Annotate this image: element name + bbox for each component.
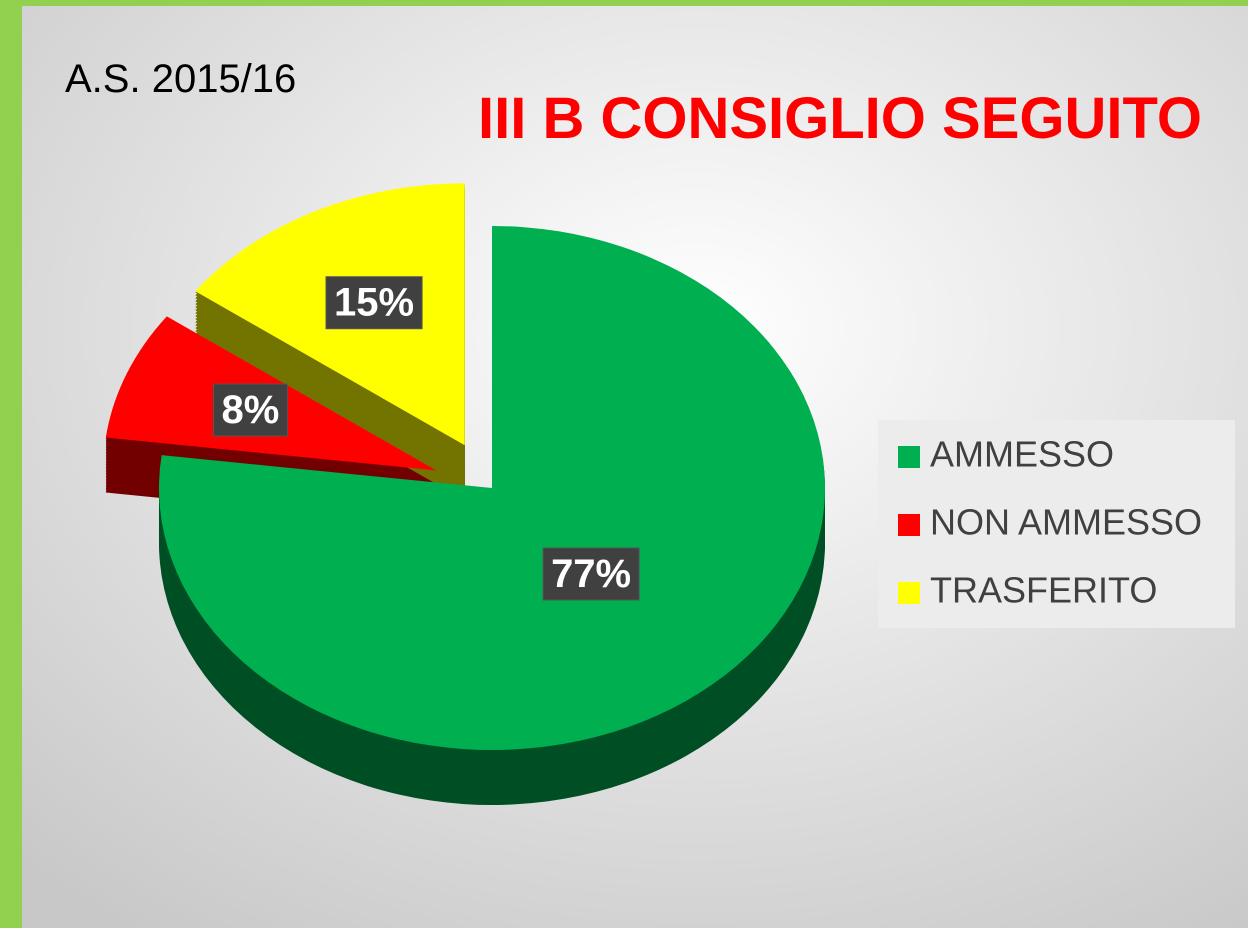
data-label: 15% <box>334 281 414 325</box>
slice <box>158 226 825 751</box>
legend-label: AMMESSO <box>930 434 1114 475</box>
pie: 77% 8% 15% <box>105 183 826 805</box>
legend-box <box>878 420 1235 628</box>
legend-label: TRASFERITO <box>930 570 1157 611</box>
data-label-box <box>213 383 288 437</box>
data-label-box <box>325 276 423 330</box>
data-label: 77% <box>551 552 631 596</box>
data-label-box <box>542 547 640 601</box>
legend-swatch <box>898 514 920 536</box>
data-label: 8% <box>222 388 280 432</box>
chart-subtitle: A.S. 2015/16 <box>65 57 296 101</box>
legend-swatch <box>898 446 920 468</box>
chart-title: III B CONSIGLIO SEGUITO <box>478 86 1202 151</box>
legend-label: NON AMMESSO <box>930 502 1202 543</box>
legend-swatch <box>898 582 920 604</box>
